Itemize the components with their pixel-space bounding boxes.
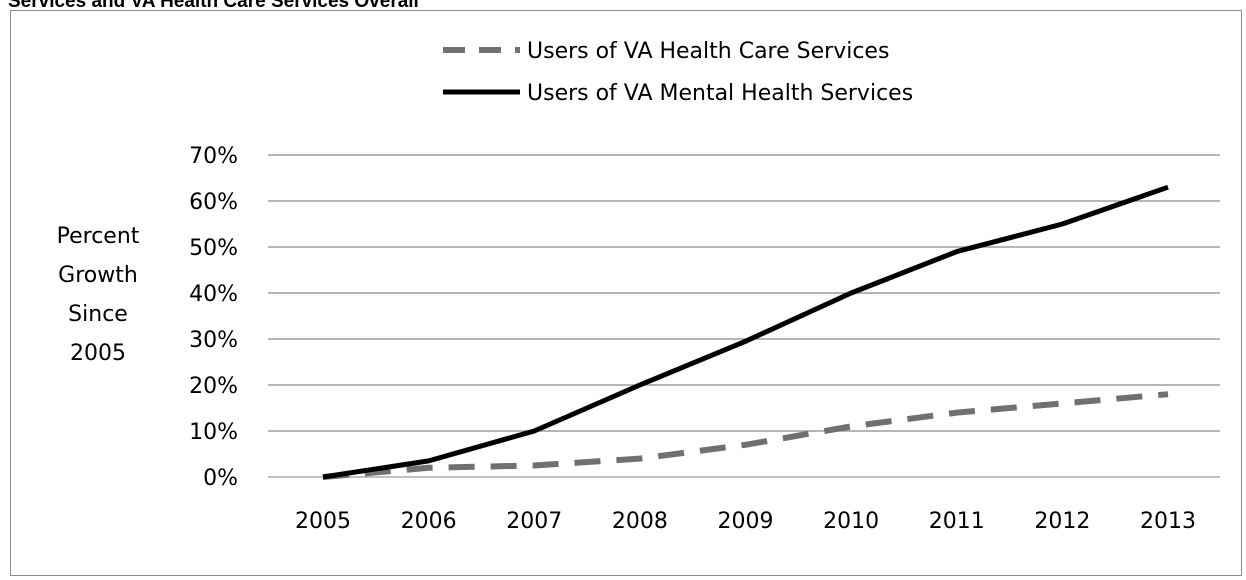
- x-tick-label: 2005: [295, 509, 351, 534]
- y-axis-label-line: Percent: [57, 224, 140, 249]
- y-tick-labels: 0% 10% 20% 30% 40% 50% 60% 70%: [189, 144, 238, 491]
- y-tick-label: 50%: [189, 236, 238, 261]
- x-tick-label: 2011: [929, 509, 985, 534]
- legend: Users of VA Health Care Services Users of…: [443, 39, 913, 106]
- legend-label: Users of VA Health Care Services: [527, 39, 889, 64]
- series-line-health-care: [322, 391, 1169, 480]
- x-tick-label: 2007: [506, 509, 562, 534]
- y-axis-label-line: 2005: [70, 341, 126, 366]
- y-tick-label: 40%: [189, 282, 238, 307]
- y-tick-label: 60%: [189, 190, 238, 215]
- x-tick-label: 2008: [612, 509, 668, 534]
- x-tick-label: 2012: [1034, 509, 1090, 534]
- y-axis-label: Percent Growth Since 2005: [57, 224, 140, 366]
- y-tick-label: 30%: [189, 328, 238, 353]
- series-lines: [322, 184, 1169, 480]
- x-tick-label: 2006: [401, 509, 457, 534]
- gridlines: [268, 154, 1220, 478]
- x-tick-label: 2010: [823, 509, 879, 534]
- y-axis-label-line: Growth: [58, 263, 138, 288]
- y-tick-label: 20%: [189, 374, 238, 399]
- x-tick-labels: 2005 2006 2007 2008 2009 2010 2011 2012 2013: [295, 509, 1196, 534]
- x-tick-label: 2009: [718, 509, 774, 534]
- y-tick-label: 0%: [203, 466, 238, 491]
- series-line-mental-health: [322, 184, 1169, 480]
- x-tick-label: 2013: [1140, 509, 1196, 534]
- legend-label: Users of VA Mental Health Services: [527, 81, 913, 106]
- chart-title-fragment: Services and VA Health Care Services Ove…: [8, 0, 419, 12]
- y-axis-label-line: Since: [68, 302, 128, 327]
- y-tick-label: 10%: [189, 420, 238, 445]
- y-tick-label: 70%: [189, 144, 238, 169]
